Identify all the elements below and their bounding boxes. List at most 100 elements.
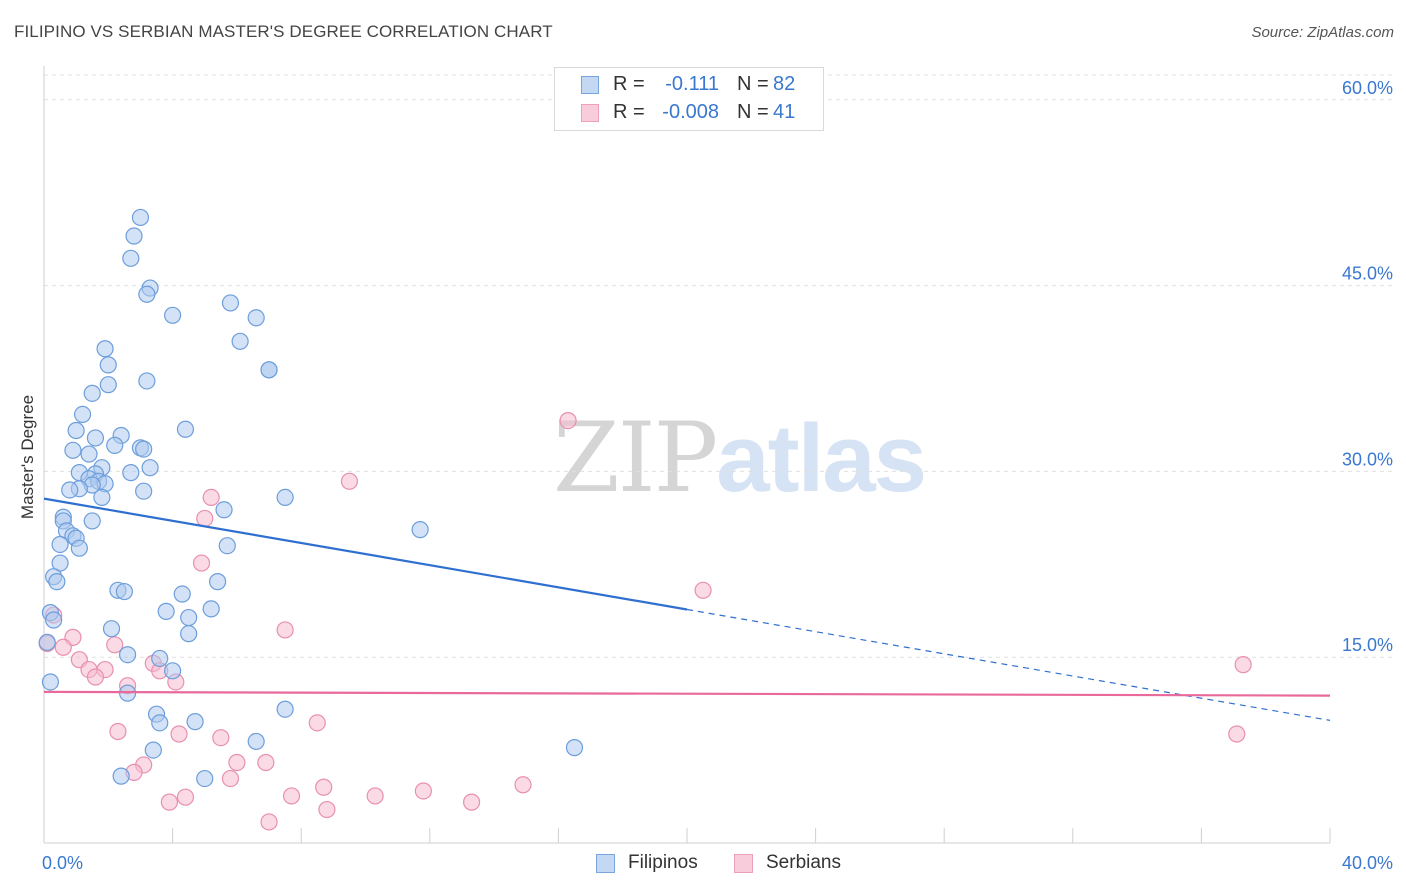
filipinos-legend-swatch [596, 854, 615, 873]
n-label: N = [737, 73, 769, 95]
filipinos-point [218, 537, 236, 555]
chart-title: FILIPINO VS SERBIAN MASTER'S DEGREE CORR… [14, 22, 553, 41]
watermark: ZIPatlas [553, 402, 927, 514]
filipinos-point [135, 440, 153, 458]
filipinos-point [83, 384, 101, 402]
filipinos-point [215, 501, 233, 519]
serbians-point [257, 753, 275, 772]
serbians-point [559, 412, 577, 430]
legend-row-filipinos: R = -0.111 N = 82 [555, 73, 823, 99]
serbians-point [106, 636, 124, 654]
serbians-point [160, 793, 178, 811]
filipinos-point [96, 340, 114, 358]
filipinos-point [221, 294, 240, 312]
serbians-legend-swatch [734, 854, 753, 873]
serbians-point [260, 813, 278, 831]
filipinos-point [45, 611, 63, 629]
x-tick-label: 40.0% [1342, 853, 1393, 873]
filipinos-point [70, 539, 88, 557]
filipinos-trend-line [43, 497, 688, 611]
filipinos-point [41, 673, 60, 691]
filipinos-point [125, 227, 143, 245]
filipinos-point [138, 372, 156, 390]
filipinos-point [231, 332, 249, 350]
filipinos-point [135, 482, 153, 500]
serbians-point [366, 787, 384, 805]
r-label: R = [613, 73, 645, 95]
axes [43, 66, 1331, 844]
filipinos-point [73, 405, 92, 424]
filipinos-point [196, 769, 214, 788]
serbians-point [109, 722, 127, 741]
serbians-legend-label: Serbians [766, 852, 841, 873]
serbians-point [202, 488, 220, 506]
serbians-point [54, 638, 72, 656]
filipinos-point [164, 306, 182, 324]
trend-lines [43, 497, 1331, 721]
filipinos-point [164, 662, 182, 680]
filipinos-point [247, 309, 265, 327]
serbians-point [514, 776, 532, 794]
filipinos-point [260, 361, 278, 379]
filipinos-point [144, 741, 162, 759]
filipinos-point [131, 208, 150, 227]
filipinos-point [247, 732, 265, 751]
filipinos-point [112, 767, 130, 785]
filipinos-point [61, 481, 79, 499]
x-tick-label: 0.0% [42, 853, 83, 873]
n-label: N = [737, 101, 769, 123]
r-value: -0.111 [665, 73, 719, 95]
filipinos-point [48, 573, 66, 591]
filipinos-point [276, 700, 294, 718]
serbians-point [694, 581, 712, 599]
serbians-point [315, 778, 333, 796]
serbians-point [1228, 725, 1246, 743]
filipinos-point [151, 714, 169, 732]
y-tick-label: 30.0% [1342, 449, 1393, 469]
filipinos-point [118, 646, 137, 664]
filipinos-point [122, 464, 140, 482]
serbians-point [318, 800, 336, 819]
tick-labels: 15.0% 30.0% 45.0% 60.0% 0.0% 40.0% [42, 78, 1393, 873]
filipinos-swatch [581, 76, 599, 94]
filipinos-point [83, 512, 101, 530]
serbians-point [170, 725, 188, 743]
serbians-point [192, 554, 211, 572]
filipinos-point [106, 436, 124, 454]
y-axis-label: Master's Degree [18, 394, 37, 520]
y-tick-label: 60.0% [1342, 78, 1393, 98]
filipinos-trend-extension [686, 608, 1331, 721]
filipinos-point [411, 521, 429, 539]
serbians-swatch [581, 104, 599, 122]
watermark-atlas: atlas [716, 405, 927, 512]
filipinos-point [38, 633, 56, 651]
filipinos-point [176, 420, 195, 438]
gridlines [44, 74, 1395, 658]
filipinos-point [86, 429, 105, 447]
serbians-point [86, 668, 105, 686]
serbians-point [340, 472, 359, 490]
serbians-trend-line [43, 690, 1331, 697]
filipinos-point [565, 739, 584, 757]
filipinos-legend-label: Filipinos [628, 852, 698, 873]
serbians-point [462, 793, 481, 811]
filipinos-point [180, 608, 198, 627]
filipinos-point [151, 649, 169, 668]
serbians-point [1234, 656, 1252, 674]
n-value: 82 [773, 73, 796, 95]
serbians-point [176, 788, 195, 806]
series-legend: Filipinos Serbians [0, 851, 1406, 877]
filipinos-point [186, 713, 204, 731]
serbians-point [308, 714, 326, 732]
filipinos-point [173, 585, 191, 603]
filipinos-point [51, 535, 69, 554]
filipinos-point [209, 573, 227, 591]
filipinos-point [102, 620, 121, 638]
serbians-point [276, 621, 294, 639]
source-credit: Source: ZipAtlas.com [1251, 24, 1394, 41]
y-tick-label: 45.0% [1342, 264, 1393, 284]
filipinos-point [276, 488, 294, 506]
r-value: -0.008 [662, 101, 719, 123]
filipinos-points [38, 208, 584, 788]
